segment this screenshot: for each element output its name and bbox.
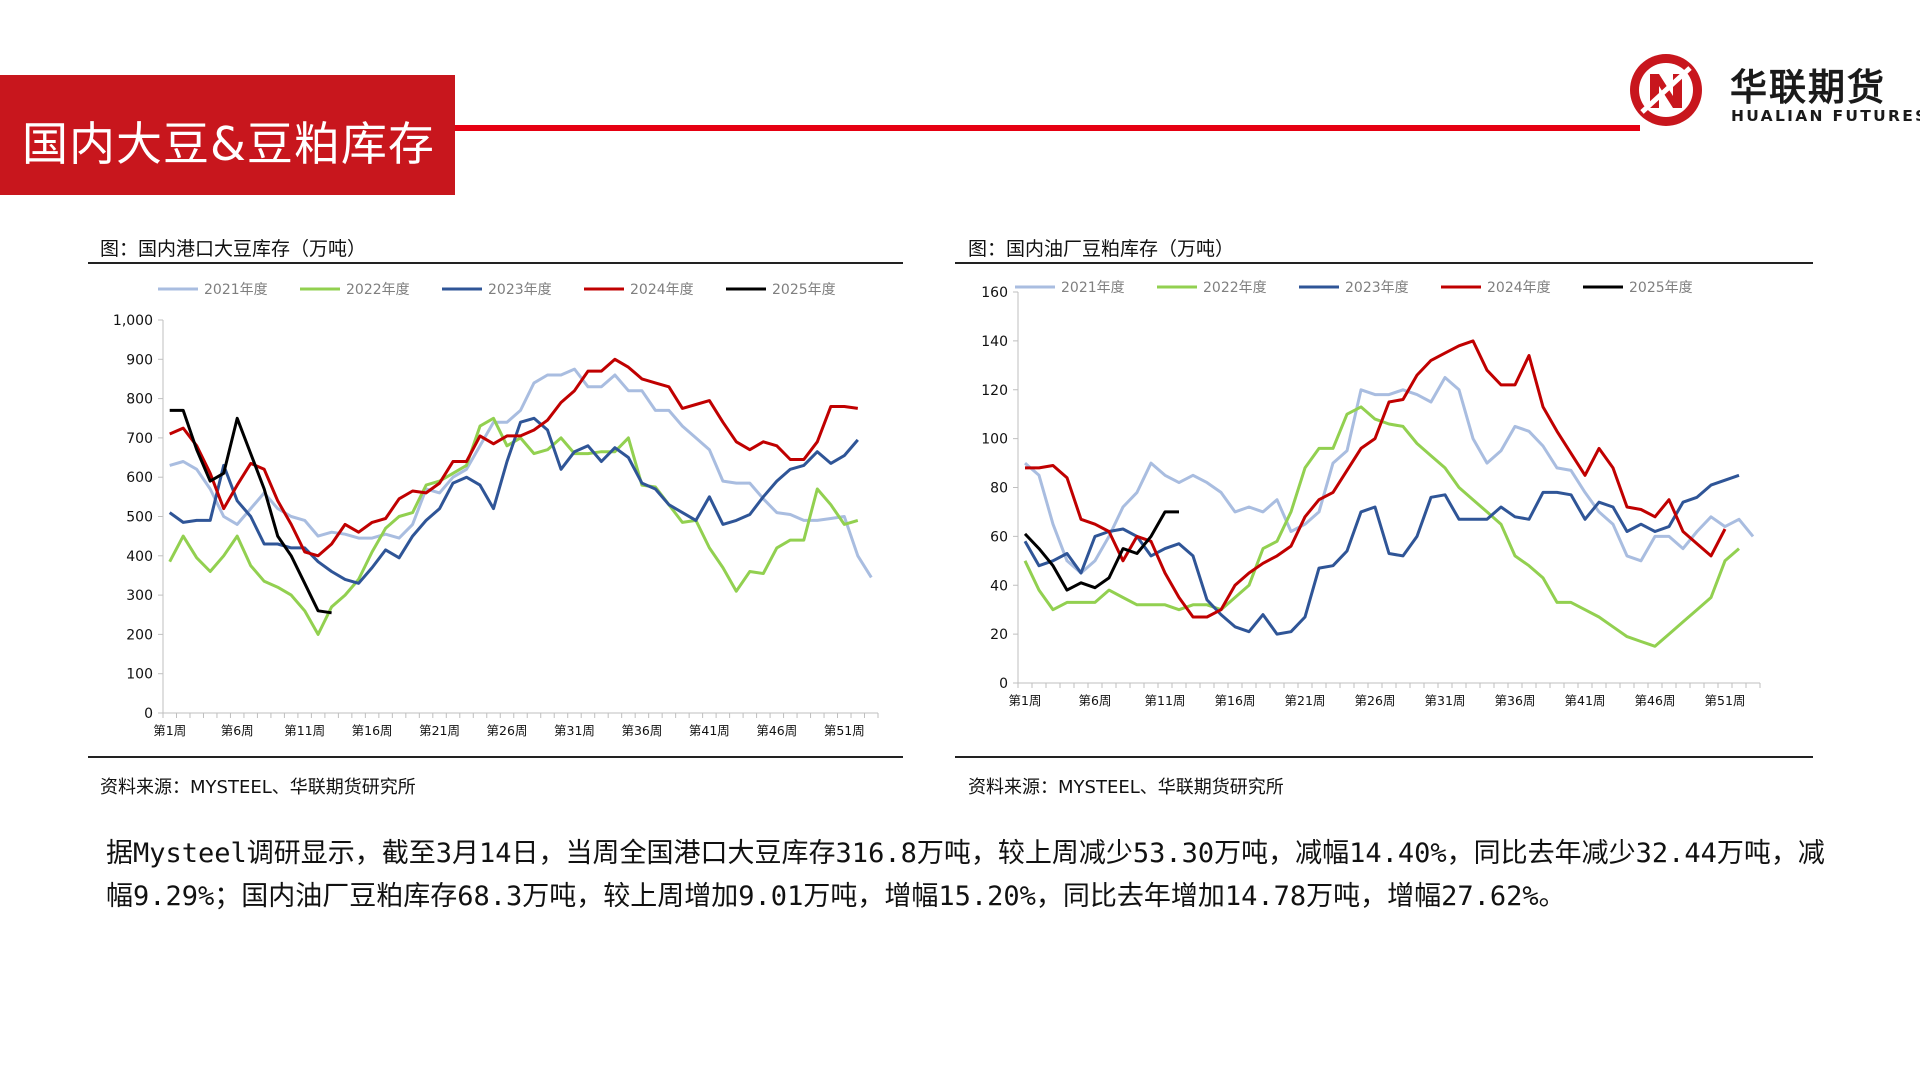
x-tick-label: 第46周 (756, 723, 797, 738)
page-title: 国内大豆&豆粕库存 (22, 117, 435, 171)
chart-right-bottom-rule (955, 756, 1813, 758)
x-tick-label: 第21周 (1285, 693, 1326, 708)
x-tick-label: 第1周 (153, 723, 186, 738)
x-tick-label: 第31周 (554, 723, 595, 738)
y-tick-label: 0 (144, 706, 153, 722)
legend-label-1: 2022年度 (346, 282, 410, 298)
y-tick-label: 400 (126, 549, 153, 565)
series-line-0 (169, 367, 873, 579)
y-tick-label: 40 (990, 578, 1008, 594)
y-tick-label: 120 (981, 383, 1008, 399)
chart-left-bottom-rule (88, 756, 903, 758)
y-tick-label: 80 (990, 481, 1008, 497)
legend-label-3: 2024年度 (630, 282, 694, 298)
y-tick-label: 140 (981, 334, 1008, 350)
legend-label-2: 2023年度 (488, 282, 552, 298)
x-tick-label: 第16周 (1215, 693, 1256, 708)
y-tick-label: 100 (126, 667, 153, 683)
legend-label-0: 2021年度 (1061, 280, 1125, 296)
y-tick-label: 100 (981, 432, 1008, 448)
x-tick-label: 第16周 (352, 723, 393, 738)
x-tick-label: 第41周 (689, 723, 730, 738)
legend-label-3: 2024年度 (1487, 280, 1551, 296)
y-tick-label: 800 (126, 392, 153, 408)
series-line-4 (169, 408, 332, 615)
chart-right-soymeal-mill-inventory: 2021年度 2022年度 2023年度 2024年度 2025年度 0 20 40 60 80 1… (981, 280, 1761, 708)
title-underline (455, 125, 1640, 131)
hualian-logo-icon (1630, 54, 1702, 126)
chart-left-caption: 图：国内港口大豆库存（万吨） (100, 238, 367, 260)
chart-left-soybean-port-inventory: 2021年度 2022年度 2023年度 2024年度 2025年度 0 100 200 300… (113, 282, 879, 738)
brand-name-en: HUALIAN FUTURES (1731, 107, 1920, 125)
brand-name-cn: 华联期货 (1730, 66, 1886, 109)
x-tick-label: 第36周 (621, 723, 662, 738)
x-tick-label: 第51周 (824, 723, 865, 738)
y-tick-label: 1,000 (113, 313, 153, 329)
series-line-1 (168, 416, 859, 636)
x-tick-label: 第11周 (1145, 693, 1186, 708)
legend-label-4: 2025年度 (772, 282, 836, 298)
series-line-4 (1023, 510, 1179, 592)
y-tick-label: 20 (990, 627, 1008, 643)
y-tick-label: 60 (990, 529, 1008, 545)
chart-right-caption: 图：国内油厂豆粕库存（万吨） (968, 238, 1235, 260)
x-tick-label: 第21周 (419, 723, 460, 738)
series-line-0 (1024, 376, 1755, 575)
x-tick-label: 第6周 (1079, 693, 1112, 708)
x-tick-label: 第51周 (1705, 693, 1746, 708)
x-tick-label: 第46周 (1635, 693, 1676, 708)
x-tick-label: 第41周 (1565, 693, 1606, 708)
series-line-3 (1025, 339, 1727, 619)
y-tick-label: 160 (981, 285, 1008, 301)
chart-left-source: 资料来源：MYSTEEL、华联期货研究所 (100, 777, 416, 798)
chart-left-top-rule (88, 262, 903, 264)
y-tick-label: 700 (126, 431, 153, 447)
y-tick-label: 600 (126, 470, 153, 486)
x-tick-label: 第26周 (1355, 693, 1396, 708)
y-tick-label: 300 (126, 588, 153, 604)
x-tick-label: 第36周 (1495, 693, 1536, 708)
y-tick-label: 900 (126, 352, 153, 368)
x-tick-label: 第6周 (221, 723, 254, 738)
legend-label-1: 2022年度 (1203, 280, 1267, 296)
title-banner (0, 75, 455, 195)
legend-label-0: 2021年度 (204, 282, 268, 298)
x-tick-label: 第1周 (1009, 693, 1042, 708)
x-tick-label: 第31周 (1425, 693, 1466, 708)
summary-paragraph: 据Mysteel调研显示，截至3月14日，当周全国港口大豆库存316.8万吨，较… (106, 838, 1825, 912)
legend-label-2: 2023年度 (1345, 280, 1409, 296)
legend-label-4: 2025年度 (1629, 280, 1693, 296)
chart-right-source: 资料来源：MYSTEEL、华联期货研究所 (968, 777, 1284, 798)
x-tick-label: 第26周 (487, 723, 528, 738)
chart-right-top-rule (955, 262, 1813, 264)
y-tick-label: 0 (999, 676, 1008, 692)
x-tick-label: 第11周 (284, 723, 325, 738)
series-line-3 (169, 357, 859, 558)
y-tick-label: 200 (126, 627, 153, 643)
y-tick-label: 500 (126, 510, 153, 526)
